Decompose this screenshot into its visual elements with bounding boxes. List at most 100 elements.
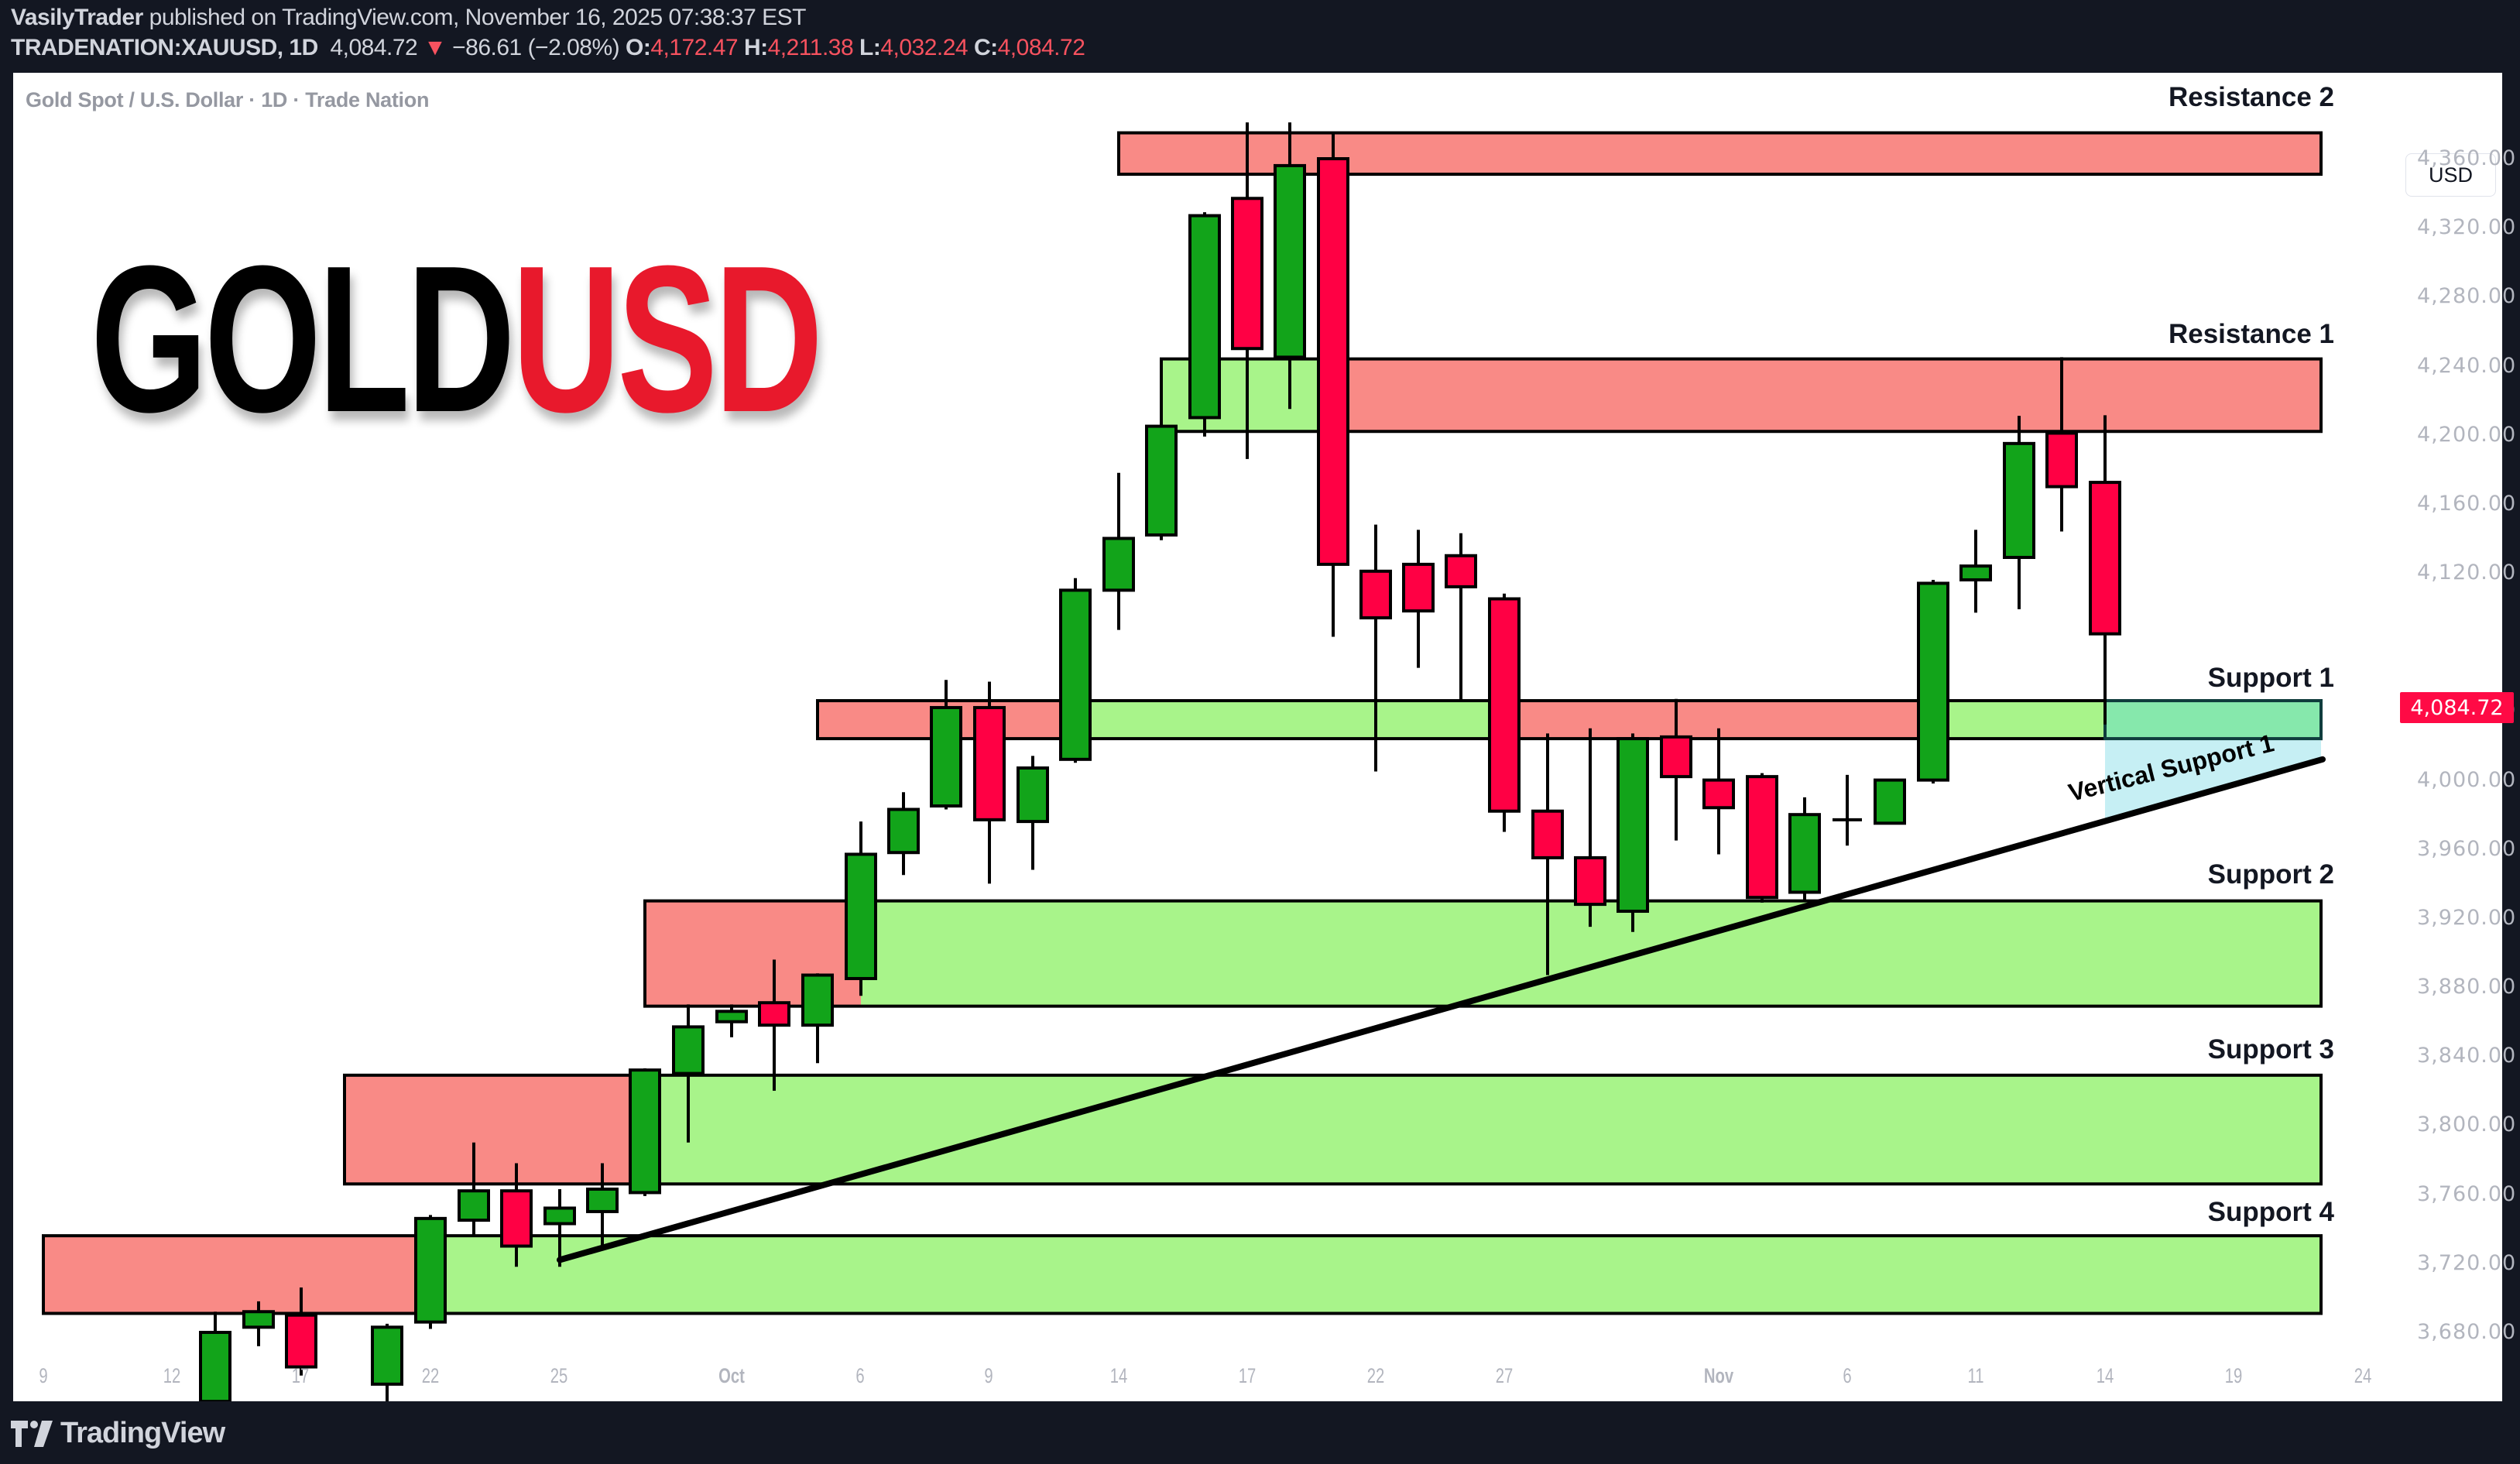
date-tick-label: 12	[163, 1364, 181, 1387]
currency-button[interactable]: USD	[2405, 153, 2496, 197]
last-price: 4,084.72	[330, 35, 418, 60]
bear-candle	[1746, 775, 1778, 900]
bull-candle	[414, 1216, 447, 1324]
bull-candle	[1617, 737, 1649, 914]
zone-flip-segment	[43, 1236, 430, 1314]
support-1-overlap	[2105, 701, 2321, 739]
publish-text: published on TradingView.com, November 1…	[142, 5, 807, 30]
bull-candle	[242, 1310, 275, 1329]
tradingview-brand: TradingView	[60, 1417, 225, 1449]
price-tick-label: 3,720.00	[2417, 1250, 2517, 1275]
bull-candle	[1874, 778, 1906, 825]
bull-candle	[629, 1068, 661, 1195]
bear-candle	[2089, 481, 2121, 636]
date-tick-label: Nov	[1703, 1364, 1734, 1387]
date-tick-label: 22	[421, 1364, 440, 1387]
close-value: 4,084.72	[997, 35, 1085, 60]
bear-candle	[500, 1189, 533, 1248]
date-tick-label: 14	[1109, 1364, 1128, 1387]
support-2-label: Support 2	[2207, 859, 2334, 890]
price-tick-label: 4,320.00	[2417, 215, 2517, 240]
date-tick-label: 25	[550, 1364, 568, 1387]
bear-candle	[1359, 569, 1392, 620]
bull-candle	[586, 1187, 619, 1213]
bull-candle	[1959, 564, 1992, 581]
bear-candle	[1531, 809, 1564, 859]
open-label: O:	[625, 35, 651, 60]
bear-candle	[973, 705, 1006, 821]
bull-candle	[887, 807, 920, 855]
price-tick-label: 4,280.00	[2417, 284, 2517, 309]
price-tick-label: 4,120.00	[2417, 561, 2517, 585]
price-tick-label: 3,680.00	[2417, 1320, 2517, 1344]
trendline	[557, 756, 2326, 1263]
symbol-name: TRADENATION:XAUUSD, 1D	[11, 35, 318, 60]
author-name[interactable]: VasilyTrader	[11, 5, 143, 30]
chart-pane[interactable]: Gold Spot / U.S. Dollar · 1D · Trade Nat…	[13, 73, 2515, 1401]
price-tick-label: 4,360.00	[2417, 146, 2517, 170]
zone-border	[643, 899, 2323, 1008]
price-tick-label: 3,880.00	[2417, 975, 2517, 999]
high-value: 4,211.38	[767, 35, 854, 60]
bear-candle	[1445, 554, 1477, 588]
zone-border	[343, 1073, 2323, 1186]
bull-candle	[801, 973, 834, 1027]
symbol-ohlc-line: TRADENATION:XAUUSD, 1D 4,084.72 ▼ −86.61…	[11, 35, 1085, 61]
price-tick-label: 4,160.00	[2417, 491, 2517, 516]
date-tick-label: 9	[39, 1364, 48, 1387]
bear-candle	[1231, 197, 1263, 351]
price-tick-label: 4,000.00	[2417, 767, 2517, 792]
price-change: −86.61 (−2.08%)	[452, 35, 620, 60]
bull-candle	[458, 1189, 490, 1222]
date-tick-label: 17	[1238, 1364, 1257, 1387]
logo-usd: USD	[512, 223, 823, 456]
bull-candle	[672, 1025, 705, 1075]
bear-candle	[1660, 735, 1692, 779]
support-4-label: Support 4	[2207, 1197, 2334, 1227]
date-tick-label: 14	[2096, 1364, 2114, 1387]
zone-flip-segment	[345, 1075, 645, 1185]
date-tick-label: 19	[2224, 1364, 2243, 1387]
tradingview-logo[interactable]: TradingView	[11, 1417, 225, 1450]
price-tick-label: 4,240.00	[2417, 353, 2517, 378]
bull-candle	[1059, 588, 1092, 761]
zone-border	[42, 1234, 2323, 1315]
current-price-tag: 4,084.72	[2400, 692, 2514, 723]
bear-candle	[1702, 778, 1735, 810]
bull-candle	[1145, 424, 1178, 537]
low-label: L:	[859, 35, 881, 60]
bull-candle	[845, 852, 877, 980]
logo-gold: GOLD	[91, 223, 516, 456]
close-label: C:	[973, 35, 998, 60]
tradingview-icon	[11, 1420, 53, 1447]
zone-resistance-1	[1161, 358, 2321, 432]
bull-candle	[1274, 163, 1306, 359]
date-tick-label: 9	[984, 1364, 993, 1387]
date-tick-label: 6	[855, 1364, 865, 1387]
date-tick-label: Oct	[718, 1364, 745, 1387]
date-tick-label: 6	[1843, 1364, 1852, 1387]
price-tick-label: 3,800.00	[2417, 1113, 2517, 1137]
bear-candle	[1402, 562, 1435, 613]
bull-candle	[543, 1206, 576, 1226]
bear-candle	[758, 1001, 790, 1027]
bull-candle	[1188, 214, 1221, 420]
bull-candle	[715, 1010, 748, 1023]
candlestick-plot[interactable]	[13, 73, 2502, 1401]
bear-candle	[1488, 597, 1521, 813]
bull-candle	[2003, 441, 2035, 559]
support-3-label: Support 3	[2207, 1034, 2334, 1065]
bull-candle	[371, 1325, 403, 1386]
low-value: 4,032.24	[880, 35, 969, 60]
bull-candle	[930, 705, 962, 808]
high-label: H:	[743, 35, 768, 60]
resistance-2-label: Resistance 2	[2168, 82, 2334, 112]
chart-subtitle: Gold Spot / U.S. Dollar · 1D · Trade Nat…	[26, 88, 430, 111]
bull-candle	[1788, 813, 1821, 894]
date-tick-label: 27	[1495, 1364, 1514, 1387]
bear-candle	[1574, 855, 1606, 907]
down-arrow-icon: ▼	[423, 35, 447, 60]
bull-candle	[199, 1331, 231, 1401]
bear-candle	[285, 1313, 317, 1369]
date-tick-label: 22	[1366, 1364, 1385, 1387]
